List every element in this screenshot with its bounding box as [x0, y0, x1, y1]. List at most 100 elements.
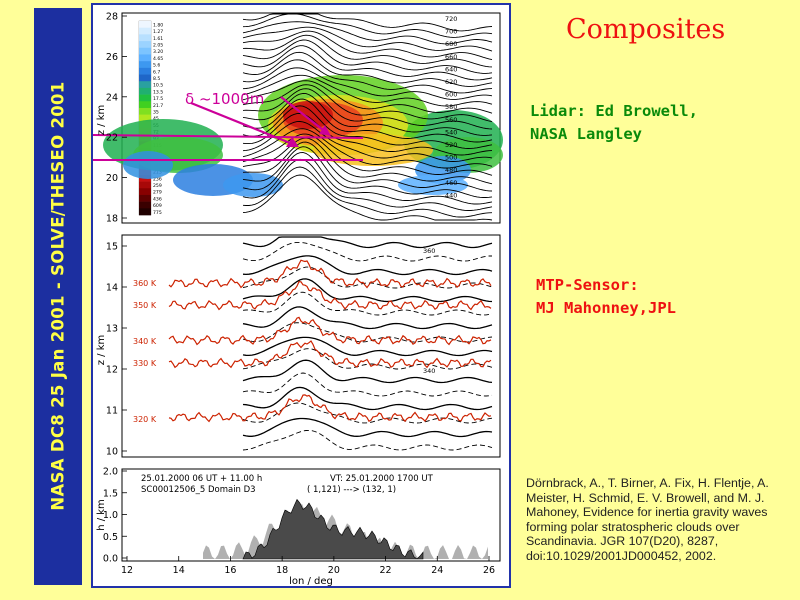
topography-panel: 25.01.2000 06 UT + 11.00 h VT: 25.01.200…	[96, 467, 501, 587]
contour-line	[242, 92, 493, 136]
colorbar-label: 21.7	[153, 103, 163, 109]
contour-line	[242, 105, 493, 149]
bottom-header-2: VT: 25.01.2000 1700 UT	[330, 474, 434, 484]
colorbar-label: 1.61	[153, 36, 163, 42]
contour-line	[242, 13, 493, 38]
mtp-contour	[242, 241, 492, 262]
y-tick-label: 12	[106, 365, 118, 376]
citation-text: Dörnbrack, A., T. Birner, A. Fix, H. Fle…	[526, 476, 769, 563]
colorbar-label: 35	[153, 109, 159, 115]
annotation-arrow-2	[280, 96, 328, 134]
contour-line	[242, 34, 493, 68]
y-tick-label: 0.5	[103, 532, 118, 543]
top-ylabel: z / km	[96, 105, 107, 136]
isentrope-label: 330 K	[133, 359, 157, 368]
colorbar-label: 1.80	[153, 22, 163, 28]
mtp-contour	[242, 348, 493, 370]
y-tick-label: 14	[106, 283, 118, 294]
colorbar-swatch	[139, 181, 151, 189]
contour-label: 700	[445, 28, 457, 36]
contour-label: 540	[445, 128, 457, 136]
mtp-contour	[242, 417, 493, 438]
contour-label: 600	[445, 91, 457, 99]
terrain-profile	[203, 498, 488, 560]
mtp-contour	[242, 429, 493, 451]
terrain-dark	[242, 498, 424, 560]
colorbar-swatch	[139, 107, 151, 115]
lidar-panel: 1.801.271.612.053.204.655.66.78.510.513.…	[92, 12, 503, 225]
contour-labels: 720 700 680 660 640 620 600 580 560 540 520 500 480 4…	[445, 15, 457, 199]
colorbar-swatch	[139, 74, 151, 82]
contour-label: 580	[445, 103, 457, 111]
mtp-contour	[242, 372, 493, 397]
bot-ylabel: h / km	[96, 499, 107, 531]
arrow-head-1	[286, 137, 299, 147]
x-tick-label: 16	[224, 565, 236, 576]
x-tick-label: 14	[173, 565, 185, 576]
y-tick-label: 1.5	[103, 488, 118, 499]
y-tick-label: 10	[106, 447, 118, 458]
isentrope-contours	[242, 13, 493, 221]
colorbar-swatch	[139, 201, 151, 209]
y-tick-label: 24	[106, 92, 118, 103]
mtp-contour	[242, 359, 493, 384]
x-tick-label: 22	[380, 565, 392, 576]
contour-line	[242, 141, 493, 192]
y-tick-label: 26	[106, 52, 118, 63]
y-tick-label: 13	[106, 324, 118, 335]
colorbar-swatch	[139, 114, 151, 122]
contour-line	[242, 30, 493, 61]
sidebar-banner-text: NASA DC8 25 Jan 2001 - SOLVE/THESEO 2001	[48, 81, 68, 511]
bottom-header-1: 25.01.2000 06 UT + 11.00 h	[141, 474, 262, 484]
x-tick-label: 20	[328, 565, 340, 576]
colorbar-label: 609	[153, 203, 162, 209]
mtp-contour	[242, 322, 493, 343]
contour-label: 680	[445, 40, 457, 48]
colorbar-label: 3.20	[153, 49, 163, 55]
colorbar-swatch	[139, 27, 151, 35]
colorbar-swatch	[139, 47, 151, 55]
contour-line	[242, 84, 493, 123]
contour-label: 620	[445, 78, 457, 86]
bottom-header-3: SC00012506_5 Domain D3	[141, 485, 256, 495]
y-tick-label: 1.0	[103, 510, 118, 521]
red-isentrope	[168, 280, 492, 311]
isentrope-label: 360 K	[133, 279, 157, 288]
contour-label: 560	[445, 116, 457, 124]
bot-x-ticks: 12 14 16 18 20 22 24 26	[121, 556, 495, 576]
aerosol-blob	[123, 151, 173, 179]
bot-xlabel: lon / deg	[289, 576, 333, 586]
contour-label: 640	[445, 65, 457, 73]
red-isentrope	[168, 340, 492, 369]
contour-line	[242, 133, 493, 176]
colorbar-label: 6.7	[153, 69, 160, 75]
colorbar-swatch	[139, 81, 151, 89]
colorbar-swatch	[139, 101, 151, 109]
colorbar-label: 259	[153, 183, 162, 189]
contour-line	[242, 80, 493, 114]
mtp-contour	[242, 291, 493, 316]
x-tick-label: 24	[431, 565, 443, 576]
contour-line	[242, 45, 493, 81]
contour-line	[242, 74, 493, 107]
y-tick-label: 28	[106, 12, 118, 23]
contour-line	[242, 13, 493, 32]
mtp-credit-line1: MTP-Sensor:	[536, 276, 639, 294]
contour-line	[242, 113, 493, 156]
contour-line	[242, 158, 493, 211]
y-tick-label: 20	[106, 173, 118, 184]
colorbar-label: 4.65	[153, 56, 163, 62]
isentrope-labels: 360 K 350 K 340 K 330 K 320 K	[133, 279, 157, 424]
y-tick-label: 0.0	[103, 554, 118, 565]
mtp-contour	[242, 266, 493, 289]
colorbar-swatch	[139, 67, 151, 75]
colorbar-swatch	[139, 54, 151, 62]
contour-line	[242, 152, 493, 205]
contour-label: 660	[445, 53, 457, 61]
colorbar-swatch	[139, 41, 151, 49]
lidar-credit-line2: NASA Langley	[530, 125, 642, 143]
mid-y-ticks: 10 11 12 13 14 15	[106, 242, 127, 458]
mtp-contours	[168, 236, 493, 451]
figure-panel: 1.80 1.27 1.61 2.05 3.20 4.65 5.6 6.7 8.5 10.5 13.…	[91, 3, 511, 588]
